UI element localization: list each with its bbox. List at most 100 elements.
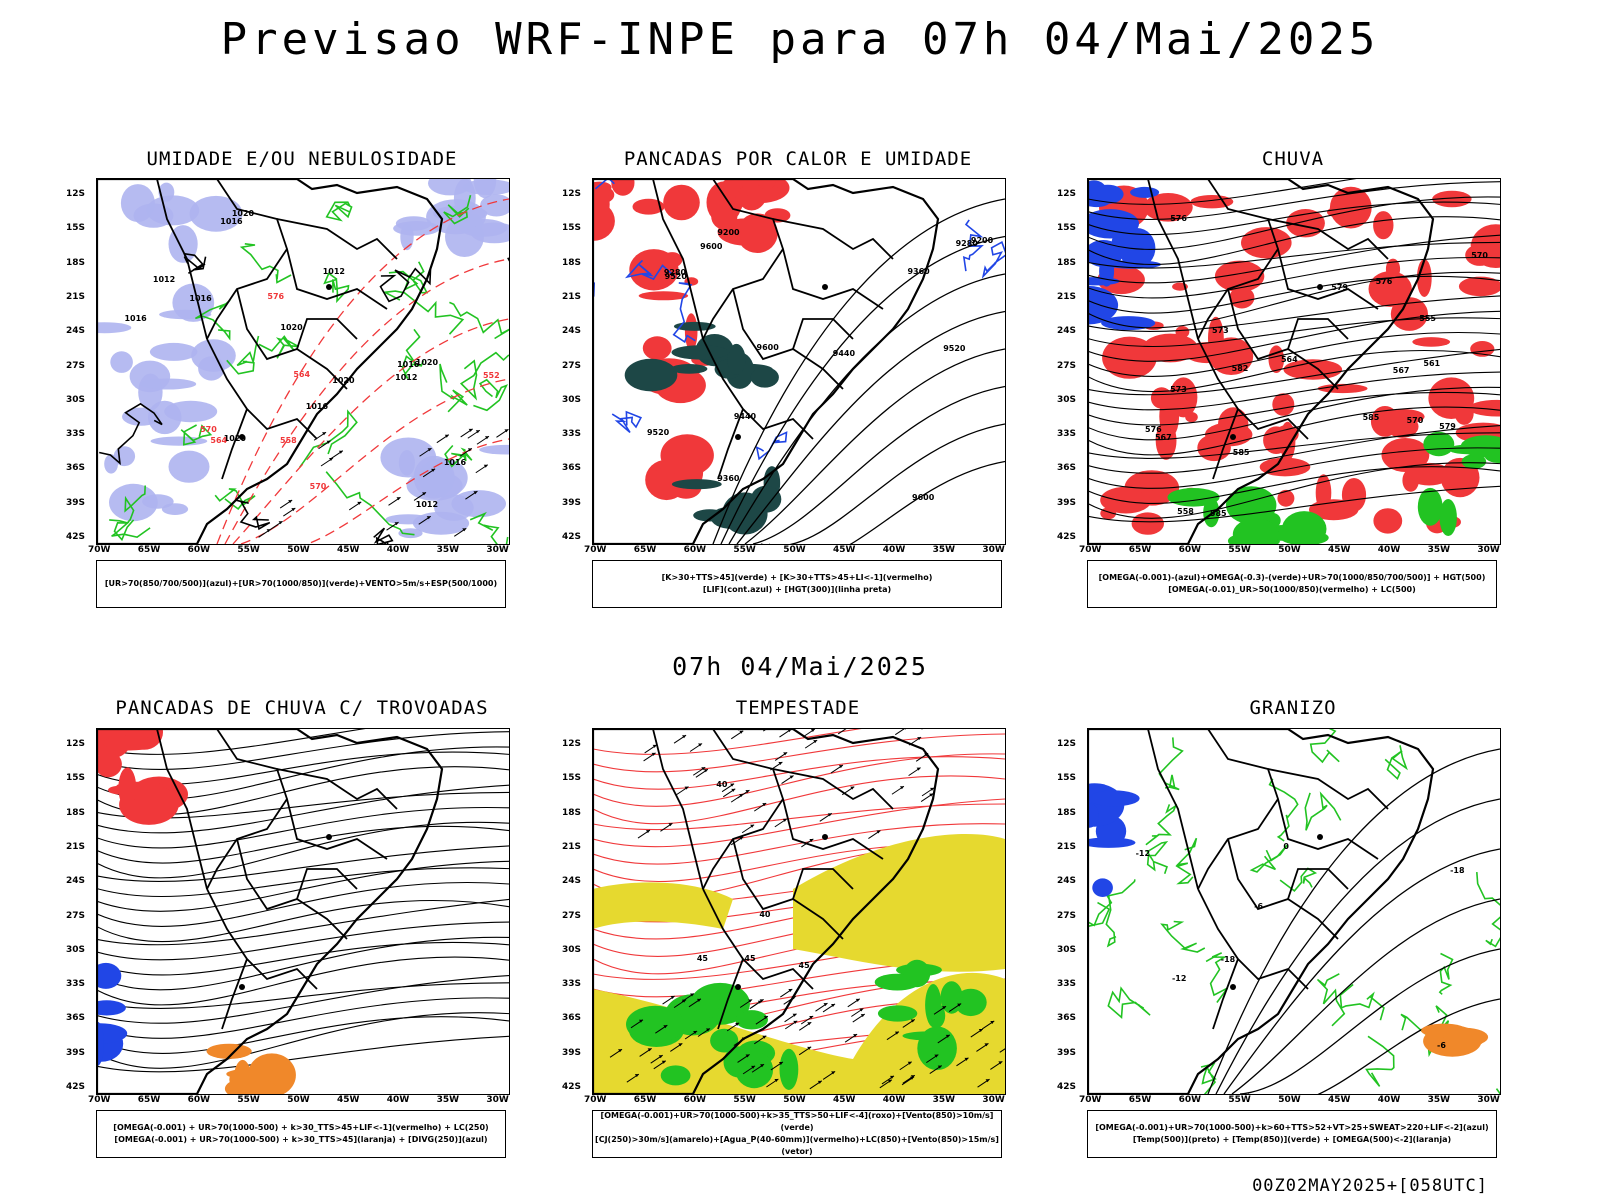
wind-850-green-area bbox=[735, 1051, 774, 1089]
humidity-green-contour bbox=[439, 363, 468, 413]
thickness-contour bbox=[224, 258, 509, 544]
state-border bbox=[276, 218, 398, 260]
contour-label: 9520 bbox=[664, 272, 687, 282]
state-border bbox=[286, 798, 388, 860]
lake bbox=[239, 434, 245, 440]
contour-label: 45 bbox=[798, 960, 810, 970]
humidity-blue-area bbox=[191, 339, 236, 372]
state-border bbox=[732, 288, 844, 390]
longitude-tick-label: 30W bbox=[982, 545, 1005, 555]
instability-red-area bbox=[611, 179, 635, 196]
height-500-contour bbox=[1088, 386, 1500, 441]
wind-vector bbox=[886, 1031, 900, 1041]
latitude-tick-label: 36S bbox=[66, 463, 86, 474]
wind-vector bbox=[937, 1034, 951, 1044]
streamline-250 bbox=[97, 881, 509, 927]
wind-vector bbox=[643, 752, 656, 762]
latitude-tick-label: 24S bbox=[1057, 326, 1077, 337]
wind-vector bbox=[609, 1048, 623, 1058]
streamline-850 bbox=[593, 775, 1005, 825]
map-canvas bbox=[593, 729, 1005, 1094]
longitude-tick-label: 55W bbox=[1228, 545, 1251, 555]
pressure-contour bbox=[235, 499, 271, 531]
humidity-blue-area bbox=[168, 225, 198, 263]
latitude-tick-label: 24S bbox=[562, 876, 582, 887]
map-canvas bbox=[593, 179, 1005, 544]
temp-850-contour bbox=[1384, 745, 1408, 781]
map-panel bbox=[1087, 728, 1501, 1095]
wind-vector bbox=[929, 1065, 943, 1075]
wind-vector bbox=[737, 789, 750, 799]
contour-label: 1012 bbox=[152, 275, 176, 285]
contour-label: 579 bbox=[1331, 282, 1348, 292]
panel-legend: [OMEGA(-0.001)+UR>70(1000-500)+k>60+TTS>… bbox=[1087, 1110, 1497, 1158]
longitude-tick-label: 55W bbox=[733, 545, 756, 555]
omega-blue-area bbox=[1091, 184, 1124, 204]
streamline-250 bbox=[97, 806, 509, 849]
wind-vector bbox=[798, 1046, 812, 1056]
longitude-tick-label: 45W bbox=[337, 1095, 360, 1105]
state-border bbox=[296, 868, 358, 900]
rain-red-area bbox=[1402, 469, 1419, 492]
contour-label: 9440 bbox=[832, 349, 856, 359]
longitude-tick-label: 60W bbox=[187, 545, 211, 555]
wind-vector bbox=[852, 1013, 866, 1023]
latitude-tick-label: 21S bbox=[1057, 841, 1077, 852]
longitude-tick-label: 60W bbox=[683, 1095, 707, 1105]
instability-red-area bbox=[642, 336, 672, 360]
wind-vector bbox=[726, 1022, 740, 1032]
instability-teal-area bbox=[727, 343, 746, 375]
wind-vector bbox=[739, 999, 753, 1008]
streamline-250 bbox=[97, 845, 509, 882]
latitude-tick-label: 36S bbox=[562, 1013, 582, 1024]
legend-line: [UR>70(850/700/500)](azul)+[UR>70(1000/8… bbox=[104, 579, 498, 588]
omega-blue-area bbox=[1088, 209, 1139, 239]
map-panel bbox=[96, 178, 510, 545]
height-500-contour bbox=[1088, 432, 1500, 459]
rain-red-area bbox=[1142, 333, 1198, 363]
contour-label: 564 bbox=[1280, 355, 1298, 365]
height-500-contour bbox=[1088, 424, 1500, 474]
longitude-tick-label: 55W bbox=[1228, 1095, 1251, 1105]
wind-vector bbox=[721, 783, 735, 793]
wind-vector bbox=[774, 818, 788, 828]
state-border bbox=[236, 838, 348, 940]
legend-line: [OMEGA(-0.001) + UR>70(1000-500) + k>30_… bbox=[114, 1135, 488, 1144]
height-300-contour bbox=[744, 348, 1005, 544]
latitude-tick-label: 15S bbox=[562, 773, 582, 784]
temp-850-contour bbox=[1339, 983, 1385, 1021]
height-300-contour bbox=[752, 385, 1005, 544]
wind-850-green-area bbox=[925, 984, 942, 1026]
state-border bbox=[206, 729, 288, 890]
wind-vector bbox=[899, 1061, 913, 1071]
state-border bbox=[276, 768, 398, 810]
state-border bbox=[221, 958, 248, 1030]
wind-vector bbox=[809, 1080, 823, 1090]
latitude-tick-label: 42S bbox=[562, 532, 582, 542]
height-500-contour bbox=[1088, 406, 1500, 456]
lifted-index-contour bbox=[962, 219, 984, 272]
panel-title: UMIDADE E/OU NEBULOSIDADE bbox=[146, 148, 458, 170]
latitude-tick-label: 30S bbox=[562, 394, 582, 405]
rain-red-area bbox=[1143, 193, 1193, 222]
state-border bbox=[652, 179, 704, 340]
legend-line: [OMEGA(-0.01)_UR>50(1000/850)(vermelho) … bbox=[1168, 585, 1416, 594]
state-border bbox=[702, 888, 814, 990]
temp-850-contour bbox=[1309, 729, 1340, 764]
contour-label: 1016 bbox=[443, 457, 467, 467]
wind-vector bbox=[990, 1060, 1003, 1070]
latitude-tick-label: 30S bbox=[1057, 394, 1077, 405]
lake bbox=[1317, 834, 1323, 840]
rain-red-area bbox=[1214, 260, 1265, 292]
thunderstorm-orange-area bbox=[226, 1068, 279, 1080]
longitude-tick-label: 70W bbox=[88, 545, 111, 555]
contour-label: 570 bbox=[1406, 415, 1424, 425]
instability-teal-area bbox=[671, 345, 730, 360]
wind-vector bbox=[779, 729, 792, 738]
longitude-tick-label: 35W bbox=[1427, 1095, 1451, 1105]
state-border bbox=[1147, 179, 1199, 340]
latitude-tick-label: 18S bbox=[1057, 807, 1077, 818]
state-border bbox=[772, 768, 894, 810]
forecast-date: 07h 04/Mai/2025 bbox=[672, 652, 928, 681]
lake bbox=[822, 834, 828, 840]
